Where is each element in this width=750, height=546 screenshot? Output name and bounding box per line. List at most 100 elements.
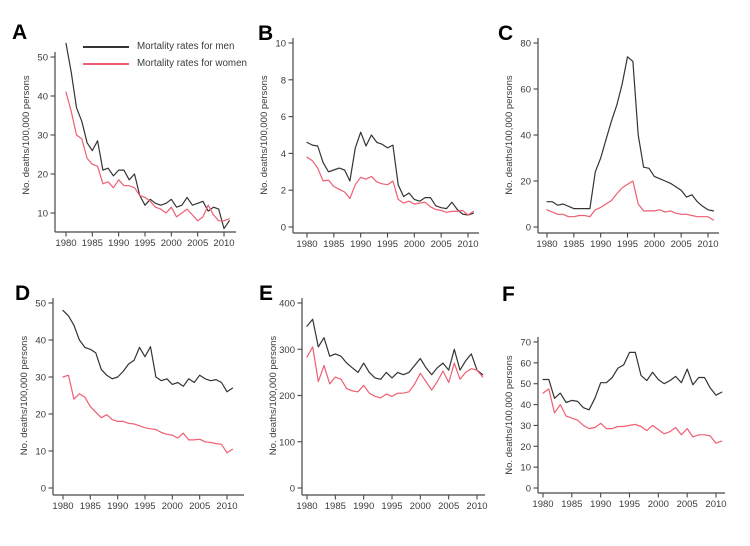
series-line-women [65,91,230,222]
y-tick-label: 10 [35,447,46,458]
series-line-men [546,56,714,212]
x-tick-label: 2000 [648,499,669,510]
y-tick-label: 40 [520,400,531,411]
y-tick-label: 30 [37,131,48,142]
x-tick-label: 2005 [438,501,459,512]
x-tick-label: 1995 [619,499,640,510]
y-tick-label: 10 [37,209,48,220]
x-tick-label: 1990 [350,239,371,250]
x-tick-label: 2005 [677,499,698,510]
y-tick-label: 20 [520,442,531,453]
x-tick-label: 1980 [536,239,557,250]
y-tick-label: 10 [520,463,531,474]
y-tick-label: 400 [279,299,295,310]
y-tick-label: 2 [281,186,286,197]
x-tick-label: 2010 [466,501,487,512]
y-tick-label: 0 [41,484,46,495]
panel-label-b: B [258,22,274,45]
x-tick-label: 1980 [296,501,317,512]
x-tick-label: 2005 [671,239,692,250]
chart-panel-d: 0 10 20 30 40 50 1980 1985 1990 1995 2000 2005 2010 N… [19,298,244,512]
x-tick-label: 2010 [705,499,726,510]
x-tick-label: 1990 [353,501,374,512]
y-tick-label: 70 [520,338,531,349]
x-tick-label: 2005 [431,239,452,250]
y-tick-label: 40 [520,131,531,142]
x-tick-label: 1985 [563,239,584,250]
y-tick-label: 300 [279,345,295,356]
y-tick-label: 100 [279,437,295,448]
panel-label-d: D [15,282,31,305]
y-tick-label: 20 [520,177,531,188]
x-tick-label: 1995 [134,501,155,512]
chart-panel-b: 0 2 4 6 8 10 1980 1985 1990 1995 2000 2005 2010 No. d… [259,38,479,250]
x-tick-label: 2010 [216,501,237,512]
y-tick-label: 30 [520,421,531,432]
y-axis-title: No. deaths/100,000 persons [259,75,270,195]
x-tick-label: 2000 [162,501,183,512]
y-tick-label: 20 [37,170,48,181]
x-tick-label: 2010 [697,239,718,250]
legend-line-men-icon [83,45,129,48]
series-line-women [306,346,484,399]
y-axis-title: No. deaths/100,000 persons [504,355,515,475]
y-tick-label: 0 [526,484,531,495]
series-line-men [65,42,230,230]
y-tick-label: 80 [520,39,531,50]
y-axis-title: No. deaths/100,000 persons [19,336,30,456]
legend: Mortality rates for men Mortality rates … [83,38,247,72]
x-tick-label: 2005 [187,238,208,249]
y-tick-label: 200 [279,391,295,402]
series-line-men [306,318,484,380]
y-tick-label: 0 [290,484,295,495]
chart-panel-f: 0 10 20 30 40 50 60 70 1980 1985 1990 1995 2000 2005 2… [504,337,727,510]
x-tick-label: 2000 [410,501,431,512]
series-line-women [542,388,723,444]
y-tick-label: 20 [35,410,46,421]
series-line-men [542,351,723,411]
y-tick-label: 60 [520,358,531,369]
y-tick-label: 60 [520,85,531,96]
x-tick-label: 1980 [55,238,76,249]
y-tick-label: 6 [281,112,286,123]
legend-line-women-icon [83,62,129,65]
x-tick-label: 1995 [381,501,402,512]
y-tick-label: 50 [37,53,48,64]
panel-label-c: C [498,22,514,45]
x-tick-label: 2010 [213,238,234,249]
x-tick-label: 2000 [644,239,665,250]
y-tick-label: 4 [281,149,286,160]
x-tick-label: 1990 [590,499,611,510]
y-tick-label: 0 [526,223,531,234]
y-tick-label: 0 [281,223,286,234]
y-tick-label: 40 [37,92,48,103]
y-tick-label: 8 [281,75,286,86]
y-tick-label: 30 [35,373,46,384]
y-tick-label: 40 [35,336,46,347]
legend-label-men: Mortality rates for men [137,41,235,52]
y-axis-title: No. deaths/100,000 persons [504,75,515,195]
y-tick-label: 10 [275,39,286,50]
series-line-women [306,156,474,216]
x-tick-label: 1985 [325,501,346,512]
y-axis-title: No. deaths/100,000 persons [268,336,279,456]
x-tick-label: 2000 [404,239,425,250]
panel-label-a: A [12,21,28,44]
panel-label-e: E [259,282,274,305]
x-tick-label: 1995 [377,239,398,250]
x-tick-label: 1985 [80,501,101,512]
y-tick-label: 50 [35,299,46,310]
x-tick-label: 2010 [457,239,478,250]
x-tick-label: 1990 [590,239,611,250]
x-tick-label: 1980 [532,499,553,510]
chart-panel-e: 0 100 200 300 400 1980 1985 1990 1995 2000 2005 201… [268,298,488,512]
x-tick-label: 2000 [161,238,182,249]
chart-panel-c: 0 20 40 60 80 1980 1985 1990 1995 2000 2005 2010 No.… [504,38,719,250]
legend-row-women: Mortality rates for women [83,55,247,72]
x-tick-label: 1980 [52,501,73,512]
x-tick-label: 1985 [561,499,582,510]
chart-panel-a: 10 20 30 40 50 1980 1985 1990 1995 2000 2005 2010 No… [21,42,236,249]
series-line-men [306,131,474,216]
x-tick-label: 2005 [189,501,210,512]
